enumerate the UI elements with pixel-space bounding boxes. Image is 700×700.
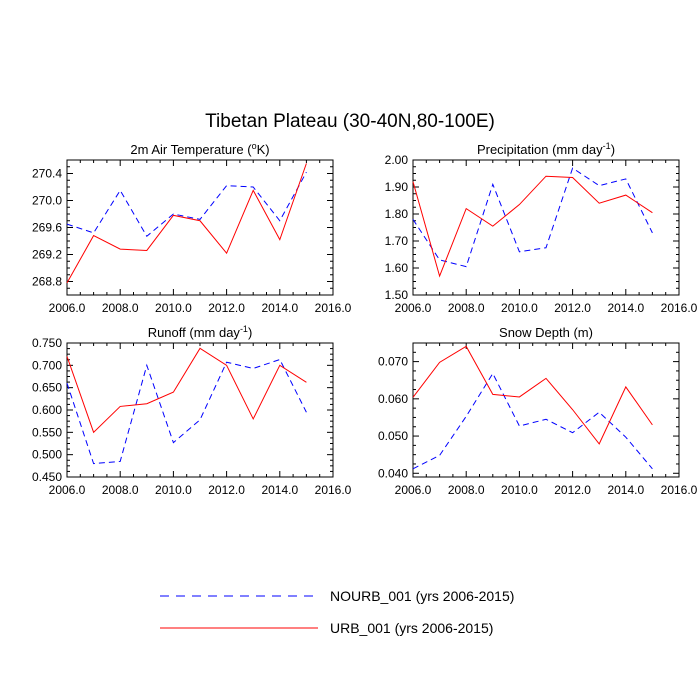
- x-tick-label: 2014.0: [607, 483, 644, 497]
- plot-frame: [66, 342, 334, 478]
- y-tick-label: 0.060: [378, 392, 408, 406]
- x-tick-label: 2006.0: [49, 483, 86, 497]
- legend-label-urb: URB_001 (yrs 2006-2015): [330, 620, 493, 636]
- series-line-nourb: [66, 171, 307, 238]
- panel-air-temperature: 2m Air Temperature (oK) 2006.0 2008.0 2010.…: [32, 141, 352, 315]
- x-tick-label: 2016.0: [661, 301, 698, 315]
- x-tick-label: 2008.0: [102, 301, 139, 315]
- y-tick-label: 1.60: [385, 261, 409, 275]
- panel-runoff: Runoff (mm day-1) 2006.0 2008.0 2010.0 2012.…: [32, 324, 352, 497]
- x-tick-label: 2006.0: [395, 483, 432, 497]
- plot-frame: [412, 342, 680, 478]
- x-tick-label: 2006.0: [49, 301, 86, 315]
- y-tick-label: 1.50: [385, 288, 409, 302]
- y-tick-label: 0.040: [378, 466, 408, 480]
- y-tick-label: 0.600: [32, 403, 62, 417]
- x-tick-label: 2016.0: [315, 301, 352, 315]
- x-tick-label: 2012.0: [208, 301, 245, 315]
- series-line-nourb: [412, 167, 653, 268]
- y-tick-label: 1.70: [385, 234, 409, 248]
- x-tick-label: 2010.0: [501, 301, 538, 315]
- panel-snow-depth: Snow Depth (m) 2006.0 2008.0 2010.0 2012.0 20…: [378, 325, 698, 497]
- legend: NOURB_001 (yrs 2006-2015) URB_001 (yrs 2…: [160, 588, 514, 636]
- series-line-nourb: [412, 372, 653, 470]
- y-tick-label: 2.00: [385, 153, 409, 167]
- y-tick-label: 269.6: [32, 221, 62, 235]
- y-tick-label: 0.700: [32, 358, 62, 372]
- x-tick-label: 2014.0: [261, 483, 298, 497]
- y-tick-label: 270.0: [32, 194, 62, 208]
- x-tick-label: 2012.0: [554, 483, 591, 497]
- figure-title: Tibetan Plateau (30-40N,80-100E): [205, 111, 495, 132]
- series-line-urb: [412, 345, 653, 445]
- y-tick-label: 0.050: [378, 429, 408, 443]
- x-tick-label: 2012.0: [554, 301, 591, 315]
- y-tick-label: 0.450: [32, 470, 62, 484]
- x-tick-label: 2010.0: [155, 483, 192, 497]
- y-tick-label: 1.80: [385, 207, 409, 221]
- legend-label-nourb: NOURB_001 (yrs 2006-2015): [330, 588, 514, 604]
- x-tick-label: 2012.0: [208, 483, 245, 497]
- y-tick-label: 0.500: [32, 448, 62, 462]
- series-line-urb: [412, 175, 653, 278]
- y-tick-label: 0.550: [32, 425, 62, 439]
- y-tick-label: 268.8: [32, 275, 62, 289]
- x-tick-label: 2008.0: [448, 483, 485, 497]
- panel-title: Precipitation (mm day-1): [477, 141, 615, 157]
- x-tick-label: 2016.0: [315, 483, 352, 497]
- x-tick-label: 2014.0: [607, 301, 644, 315]
- x-tick-label: 2006.0: [395, 301, 432, 315]
- x-tick-label: 2008.0: [102, 483, 139, 497]
- series-line-urb: [66, 347, 307, 434]
- x-tick-label: 2010.0: [501, 483, 538, 497]
- panels: 2m Air Temperature (oK) 2006.0 2008.0 2010.…: [32, 141, 698, 497]
- y-tick-label: 1.90: [385, 180, 409, 194]
- panel-precipitation: Precipitation (mm day-1) 2006.0 2008.0 2010…: [385, 141, 698, 315]
- series-line-nourb: [66, 358, 307, 465]
- panel-title: Runoff (mm day-1): [148, 324, 253, 340]
- x-tick-label: 2008.0: [448, 301, 485, 315]
- x-tick-label: 2014.0: [261, 301, 298, 315]
- y-tick-label: 269.2: [32, 248, 62, 262]
- x-tick-label: 2010.0: [155, 301, 192, 315]
- y-tick-label: 0.750: [32, 336, 62, 350]
- series-line-urb: [66, 163, 307, 284]
- y-tick-label: 0.650: [32, 381, 62, 395]
- panel-title: 2m Air Temperature (oK): [130, 141, 269, 157]
- plot-frame: [66, 159, 334, 296]
- x-tick-label: 2016.0: [661, 483, 698, 497]
- y-tick-label: 270.4: [32, 167, 62, 181]
- plot-frame: [412, 159, 680, 296]
- panel-title: Snow Depth (m): [499, 325, 593, 340]
- y-tick-label: 0.070: [378, 355, 408, 369]
